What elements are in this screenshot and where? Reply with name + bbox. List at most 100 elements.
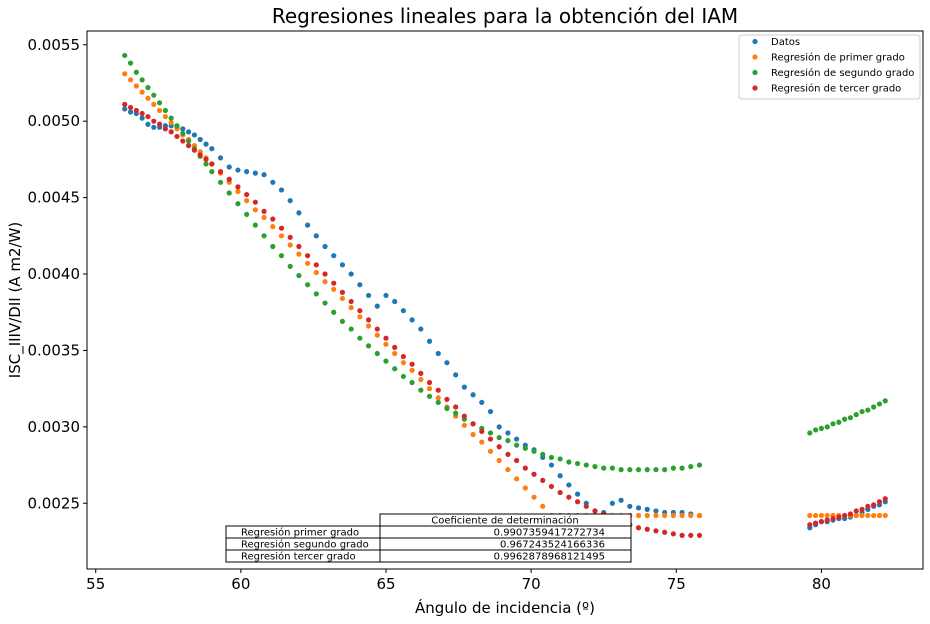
data-point	[583, 503, 589, 509]
data-point	[830, 515, 836, 522]
data-point	[514, 457, 520, 464]
data-point	[479, 399, 485, 406]
data-point	[847, 415, 854, 421]
x-tick-label: 80	[812, 575, 831, 593]
data-point	[127, 104, 134, 111]
r2-table: Coeficiente de determinación Regresión p…	[225, 513, 632, 563]
data-point	[479, 439, 485, 445]
data-point	[812, 427, 819, 433]
r2-row-label: Regresión segundo grado	[241, 539, 369, 551]
data-point	[470, 421, 476, 427]
legend-marker	[752, 54, 758, 60]
data-point	[882, 496, 888, 502]
series-4	[122, 101, 888, 538]
data-point	[162, 126, 168, 132]
data-point	[557, 489, 563, 496]
data-point	[305, 282, 311, 288]
r2-row-label: Regresión tercer grado	[241, 551, 356, 563]
y-tick-label: 0.0055	[28, 36, 81, 54]
data-point	[882, 398, 888, 404]
data-point	[644, 467, 650, 473]
data-point	[882, 512, 888, 519]
data-point	[392, 344, 398, 350]
data-point	[313, 269, 319, 276]
data-point	[670, 512, 676, 519]
data-point	[830, 421, 836, 427]
data-point	[305, 222, 311, 228]
data-point	[662, 467, 668, 473]
data-point	[313, 262, 319, 268]
data-point	[540, 503, 546, 509]
data-point	[812, 512, 819, 519]
data-point	[203, 141, 209, 147]
data-point	[514, 436, 520, 442]
data-point	[627, 467, 633, 473]
data-point	[270, 243, 276, 250]
y-tick-label: 0.0045	[28, 189, 81, 207]
data-point	[653, 508, 659, 514]
data-point	[348, 305, 354, 311]
data-point	[824, 517, 830, 523]
data-point	[662, 529, 668, 535]
data-point	[871, 404, 877, 410]
data-point	[479, 428, 485, 435]
data-point	[653, 512, 659, 519]
data-point	[871, 502, 877, 508]
data-point	[653, 467, 659, 473]
data-point	[252, 207, 258, 213]
r2-row-value: 0.967243524166336	[500, 540, 605, 551]
data-point	[426, 338, 433, 344]
data-point	[859, 512, 865, 519]
data-point	[180, 126, 186, 132]
data-point	[635, 525, 642, 531]
data-point	[644, 506, 650, 512]
data-point	[824, 512, 830, 519]
data-point	[305, 253, 311, 259]
data-point	[435, 399, 441, 406]
legend-items: Datos Regresión de primer grado Regresión …	[752, 37, 914, 95]
data-point	[322, 300, 328, 306]
x-tick-label: 75	[667, 575, 686, 593]
data-point	[203, 161, 209, 167]
x-tick-label: 60	[231, 575, 250, 593]
data-point	[168, 115, 174, 121]
data-point	[226, 190, 232, 196]
y-tick-label: 0.0025	[28, 494, 81, 512]
data-point	[180, 138, 186, 144]
data-point	[400, 308, 407, 314]
data-point	[812, 520, 819, 526]
data-point	[348, 298, 354, 305]
data-point	[383, 292, 389, 299]
data-point	[426, 393, 433, 399]
data-point	[679, 512, 685, 519]
data-point	[162, 107, 168, 114]
data-point	[339, 289, 346, 295]
data-point	[540, 451, 546, 457]
data-point	[618, 497, 624, 503]
data-point	[635, 512, 642, 519]
data-point	[444, 396, 450, 402]
data-point	[444, 360, 450, 366]
data-point	[487, 448, 494, 454]
data-point	[461, 384, 467, 390]
legend-marker	[752, 85, 758, 91]
data-point	[244, 211, 250, 218]
data-point	[409, 379, 415, 386]
data-point	[270, 224, 276, 230]
data-point	[688, 512, 694, 519]
data-point	[409, 361, 415, 367]
data-point	[127, 109, 134, 115]
series-3	[122, 52, 888, 473]
data-point	[217, 179, 224, 185]
data-point	[470, 431, 476, 438]
data-point	[853, 508, 859, 514]
data-point	[842, 416, 848, 422]
data-point	[679, 465, 685, 471]
data-point	[156, 107, 163, 114]
legend-box	[738, 34, 921, 100]
data-point	[496, 424, 502, 430]
data-point	[842, 512, 848, 519]
data-point	[191, 132, 198, 138]
data-point	[627, 503, 633, 509]
